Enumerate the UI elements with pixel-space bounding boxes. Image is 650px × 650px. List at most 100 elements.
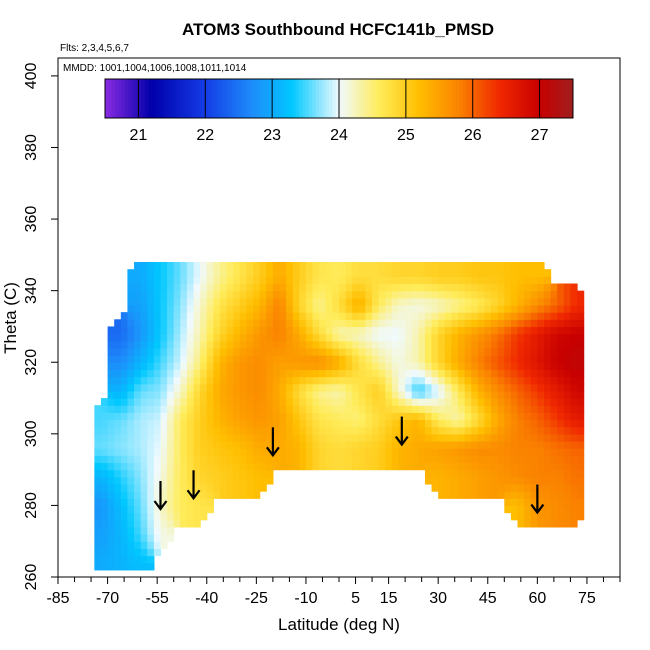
heatmap-cell (504, 440, 512, 449)
heatmap-cell (160, 333, 168, 342)
heatmap-cell (464, 398, 472, 406)
heatmap-cell (147, 512, 155, 521)
heatmap-cell (173, 505, 181, 514)
heatmap-cell (550, 340, 558, 349)
heatmap-cell (193, 362, 201, 370)
heatmap-cell (537, 369, 545, 378)
heatmap-cell (365, 333, 373, 342)
heatmap-cell (200, 455, 208, 464)
heatmap-cell (411, 376, 419, 385)
heatmap-cell (438, 476, 446, 485)
heatmap-cell (345, 333, 353, 342)
heatmap-cell (193, 369, 201, 378)
heatmap-cell (471, 476, 479, 485)
heatmap-cell (570, 362, 578, 370)
heatmap-cell (491, 362, 499, 370)
heatmap-cell (140, 369, 148, 378)
heatmap-cell (497, 462, 505, 471)
heatmap-cell (477, 491, 486, 499)
heatmap-cell (391, 376, 400, 385)
heatmap-cell (418, 398, 426, 406)
heatmap-cell (200, 505, 208, 514)
heatmap-cell (120, 505, 129, 514)
heatmap-cell (292, 390, 300, 399)
heatmap-cell (339, 383, 347, 392)
heatmap-cell (226, 455, 234, 464)
heatmap-cell (471, 440, 479, 449)
heatmap-cell (233, 312, 241, 320)
heatmap-cell (292, 376, 300, 385)
heatmap-cell (272, 340, 281, 349)
heatmap-cell (484, 326, 492, 335)
heatmap-cell (114, 419, 122, 428)
heatmap-cell (107, 512, 115, 521)
heatmap-cell (352, 448, 360, 456)
heatmap-cell (365, 347, 373, 356)
heatmap-cell (537, 426, 545, 435)
heatmap-cell (563, 362, 572, 370)
heatmap-cell (543, 290, 552, 299)
heatmap-cell (226, 433, 234, 442)
heatmap-cell (471, 455, 479, 464)
heatmap-cell (226, 269, 234, 277)
heatmap-cell (385, 412, 393, 421)
heatmap-cell (418, 419, 426, 428)
heatmap-cell (372, 312, 380, 320)
heatmap-cell (305, 312, 314, 320)
heatmap-cell (193, 390, 201, 399)
heatmap-cell (477, 405, 486, 413)
heatmap-cell (167, 297, 175, 306)
heatmap-cell (140, 534, 148, 542)
heatmap-cell (173, 426, 181, 435)
heatmap-cell (153, 541, 162, 549)
heatmap-cell (510, 498, 519, 507)
heatmap-cell (339, 426, 347, 435)
heatmap-cell (444, 283, 452, 292)
heatmap-cell (167, 340, 175, 349)
heatmap-cell (325, 333, 333, 342)
heatmap-cell (543, 319, 552, 328)
heatmap-cell (147, 376, 155, 385)
heatmap-cell (219, 469, 228, 478)
heatmap-cell (120, 405, 129, 413)
heatmap-cell (213, 362, 221, 370)
heatmap-cell (484, 312, 492, 320)
heatmap-cell (345, 355, 353, 363)
heatmap-cell (504, 369, 512, 378)
heatmap-cell (239, 333, 248, 342)
heatmap-cell (120, 433, 129, 442)
heatmap-cell (484, 455, 492, 464)
heatmap-cell (517, 390, 525, 399)
heatmap-cell (471, 469, 479, 478)
heatmap-cell (391, 362, 400, 370)
heatmap-cell (233, 262, 241, 270)
heatmap-cell (352, 383, 360, 392)
heatmap-cell (378, 333, 386, 342)
heatmap-cell (120, 555, 129, 564)
heatmap-cell (484, 483, 492, 492)
heatmap-cell (186, 512, 195, 521)
heatmap-cell (530, 433, 538, 442)
heatmap-cell (266, 426, 274, 435)
heatmap-cell (114, 519, 122, 528)
heatmap-cell (550, 512, 558, 521)
heatmap-cell (233, 376, 241, 385)
heatmap-cell (484, 269, 492, 277)
heatmap-cell (114, 433, 122, 442)
heatmap-cell (345, 383, 353, 392)
heatmap-cell (411, 448, 419, 456)
heatmap-cell (524, 462, 532, 471)
heatmap-cell (451, 262, 459, 270)
heatmap-cell (438, 426, 446, 435)
heatmap-cell (497, 419, 505, 428)
heatmap-cell (570, 462, 578, 471)
heatmap-cell (577, 383, 585, 392)
heatmap-cell (444, 333, 452, 342)
heatmap-cell (471, 433, 479, 442)
heatmap-cell (160, 455, 168, 464)
heatmap-cell (120, 469, 129, 478)
heatmap-cell (153, 390, 162, 399)
colorbar-swatch (536, 79, 541, 118)
colorbar-swatch (292, 79, 297, 118)
heatmap-cell (120, 483, 129, 492)
